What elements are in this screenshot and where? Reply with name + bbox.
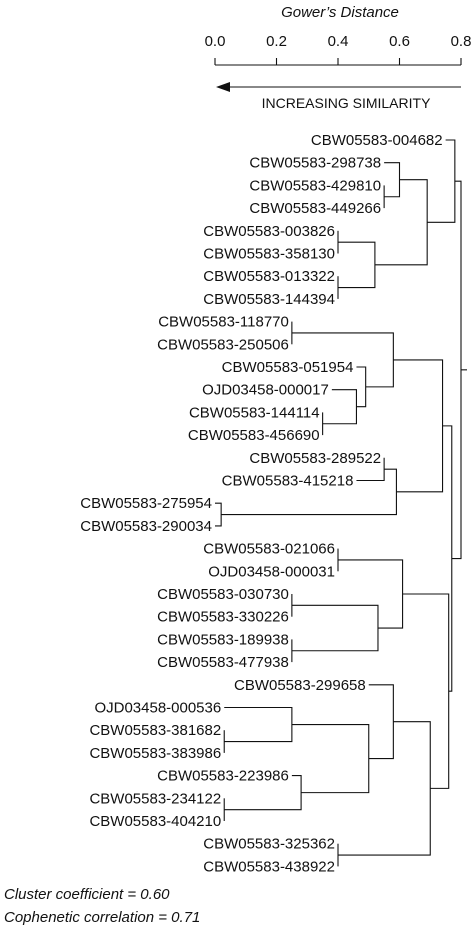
- leaf-label: CBW05583-003826: [203, 223, 335, 240]
- leaf-label: CBW05583-290034: [80, 518, 212, 535]
- axis-tickmarks: [214, 58, 462, 65]
- axis-title: Gower’s Distance: [281, 4, 399, 21]
- axis-ticks: 0.0 0.2 0.4 0.6 0.8: [205, 33, 472, 50]
- branch: [291, 723, 370, 794]
- leaf-label: CBW05583-250506: [157, 336, 289, 353]
- leaf-label: CBW05583-030730: [157, 586, 289, 603]
- leaf-label: CBW05583-021066: [203, 541, 335, 558]
- leaf-label: CBW05583-144394: [203, 291, 335, 308]
- leaf-label: OJD03458-000536: [94, 700, 221, 717]
- branch: [442, 425, 453, 692]
- leaf-label: CBW05583-456690: [188, 427, 320, 444]
- branch: [338, 241, 376, 289]
- leaf-label: CBW05583-051954: [222, 359, 354, 376]
- tick-label: 0.6: [389, 33, 410, 50]
- leaf-label: CBW05583-013322: [203, 268, 335, 285]
- leaf-label: CBW05583-004682: [311, 132, 443, 149]
- leaf-label: CBW05583-330226: [157, 609, 289, 626]
- leaf-label: CBW05583-429810: [249, 177, 381, 194]
- leaf-label: CBW05583-118770: [158, 314, 289, 331]
- leaf-label: CBW05583-438922: [203, 858, 335, 875]
- branch: [291, 604, 379, 652]
- cophenetic-correlation: Cophenetic correlation = 0.71: [4, 909, 200, 926]
- leaf-label: CBW05583-144114: [189, 404, 320, 421]
- tick-label: 0.2: [266, 33, 287, 50]
- branch: [368, 684, 394, 760]
- branch: [356, 457, 385, 482]
- branch: [338, 721, 431, 856]
- leaf-labels: CBW05583-004682 CBW05583-298738 CBW05583-4…: [80, 132, 442, 875]
- leaf-label: OJD03458-000017: [202, 382, 329, 399]
- leaf-label: CBW05583-383986: [89, 745, 221, 762]
- branch: [224, 706, 293, 743]
- leaf-label: CBW05583-189938: [157, 631, 289, 648]
- leaf-label: CBW05583-299658: [234, 677, 366, 694]
- leaf-label: CBW05583-234122: [89, 790, 221, 807]
- branch: [451, 180, 462, 560]
- branch: [393, 359, 444, 493]
- tick-label: 0.4: [328, 33, 349, 50]
- leaf-label: CBW05583-477938: [157, 654, 289, 671]
- branch: [338, 559, 404, 629]
- tick-label: 0.0: [205, 33, 226, 50]
- cluster-coefficient: Cluster coefficient = 0.60: [4, 886, 170, 903]
- branch: [384, 162, 401, 198]
- branch: [374, 179, 428, 266]
- leaf-label: CBW05583-289522: [249, 450, 381, 467]
- tick-label: 0.8: [451, 33, 472, 50]
- leaf-label: CBW05583-415218: [222, 473, 354, 490]
- leaf-label: CBW05583-223986: [157, 768, 289, 785]
- branch: [356, 366, 367, 408]
- leaf-label: CBW05583-404210: [89, 813, 221, 830]
- branch: [215, 502, 222, 527]
- dendrogram-branches: [215, 139, 467, 867]
- leaf-label: CBW05583-298738: [249, 155, 381, 172]
- arrow-label: INCREASING SIMILARITY: [262, 95, 431, 111]
- leaf-label: CBW05583-449266: [249, 200, 381, 217]
- branch: [427, 139, 456, 223]
- leaf-label: CBW05583-275954: [80, 495, 212, 512]
- leaf-label: OJD03458-000031: [208, 563, 335, 580]
- leaf-label: CBW05583-325362: [203, 836, 335, 853]
- leaf-label: CBW05583-358130: [203, 246, 335, 263]
- similarity-arrow: [216, 82, 461, 92]
- leaf-label: CBW05583-381682: [89, 722, 221, 739]
- branch: [402, 593, 450, 789]
